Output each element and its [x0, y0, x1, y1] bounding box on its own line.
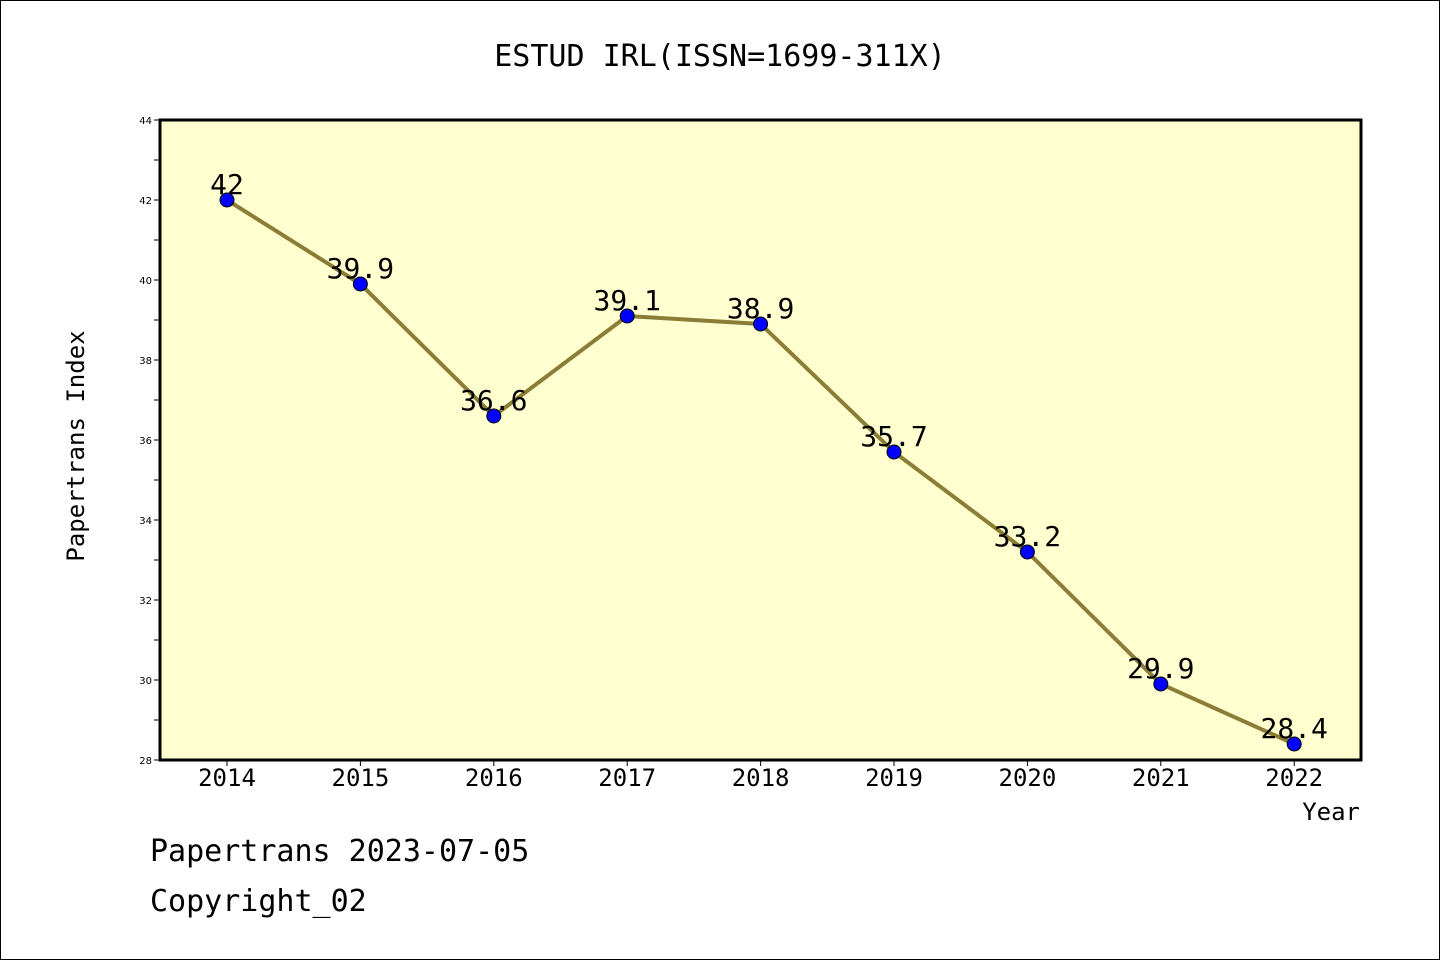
- data-point: [486, 408, 502, 424]
- data-label: 39.1: [593, 284, 660, 317]
- x-axis: 2014 2015 2016 2017 2018 2019 2020 2021 2022: [198, 760, 1323, 792]
- x-tick-label: 2015: [332, 764, 390, 792]
- data-point: [886, 444, 902, 460]
- data-label: 33.2: [994, 520, 1061, 553]
- data-point: [352, 276, 368, 292]
- footer-date: Papertrans 2023-07-05: [150, 834, 530, 869]
- y-tick-label: 34: [139, 516, 152, 527]
- x-axis-label: Year: [1302, 798, 1360, 826]
- data-label: 39.9: [327, 252, 394, 285]
- y-tick-label: 32: [139, 596, 152, 607]
- data-label: 42: [210, 168, 244, 201]
- y-tick-label: 40: [139, 276, 152, 287]
- x-tick-label: 2021: [1132, 764, 1190, 792]
- data-labels: 42 39.9 36.6 39.1 38.9 35.7 33.2 29.9 28.4: [210, 168, 1328, 745]
- data-point: [619, 308, 635, 324]
- chart-title: ESTUD IRL(ISSN=1699-311X): [494, 39, 946, 74]
- data-label: 36.6: [460, 384, 527, 417]
- y-tick-label: 44: [139, 116, 152, 127]
- data-point: [1286, 736, 1302, 752]
- data-point: [1153, 676, 1169, 692]
- y-tick-label: 42: [139, 196, 152, 207]
- data-label: 28.4: [1260, 712, 1327, 745]
- x-tick-label: 2014: [198, 764, 256, 792]
- data-point: [219, 192, 235, 208]
- x-tick-label: 2018: [732, 764, 790, 792]
- data-label: 38.9: [727, 292, 794, 325]
- data-point: [753, 316, 769, 332]
- y-tick-label: 36: [139, 436, 152, 447]
- x-tick-label: 2020: [999, 764, 1057, 792]
- plot-area: [158, 118, 1363, 762]
- x-tick-label: 2022: [1265, 764, 1323, 792]
- y-tick-label: 38: [139, 356, 152, 367]
- x-tick-label: 2017: [598, 764, 656, 792]
- series-markers: [219, 192, 1302, 752]
- y-tick-label: 28: [139, 756, 152, 767]
- x-tick-label: 2019: [865, 764, 923, 792]
- y-axis: 28 30 32 34 36 38 40 42 44: [139, 116, 160, 767]
- footer-copyright: Copyright_02: [150, 884, 367, 919]
- y-tick-label: 30: [139, 676, 152, 687]
- y-axis-label: Papertrans Index: [62, 330, 90, 561]
- data-label: 35.7: [860, 420, 927, 453]
- data-label: 29.9: [1127, 652, 1194, 685]
- x-tick-label: 2016: [465, 764, 523, 792]
- data-point: [1019, 544, 1035, 560]
